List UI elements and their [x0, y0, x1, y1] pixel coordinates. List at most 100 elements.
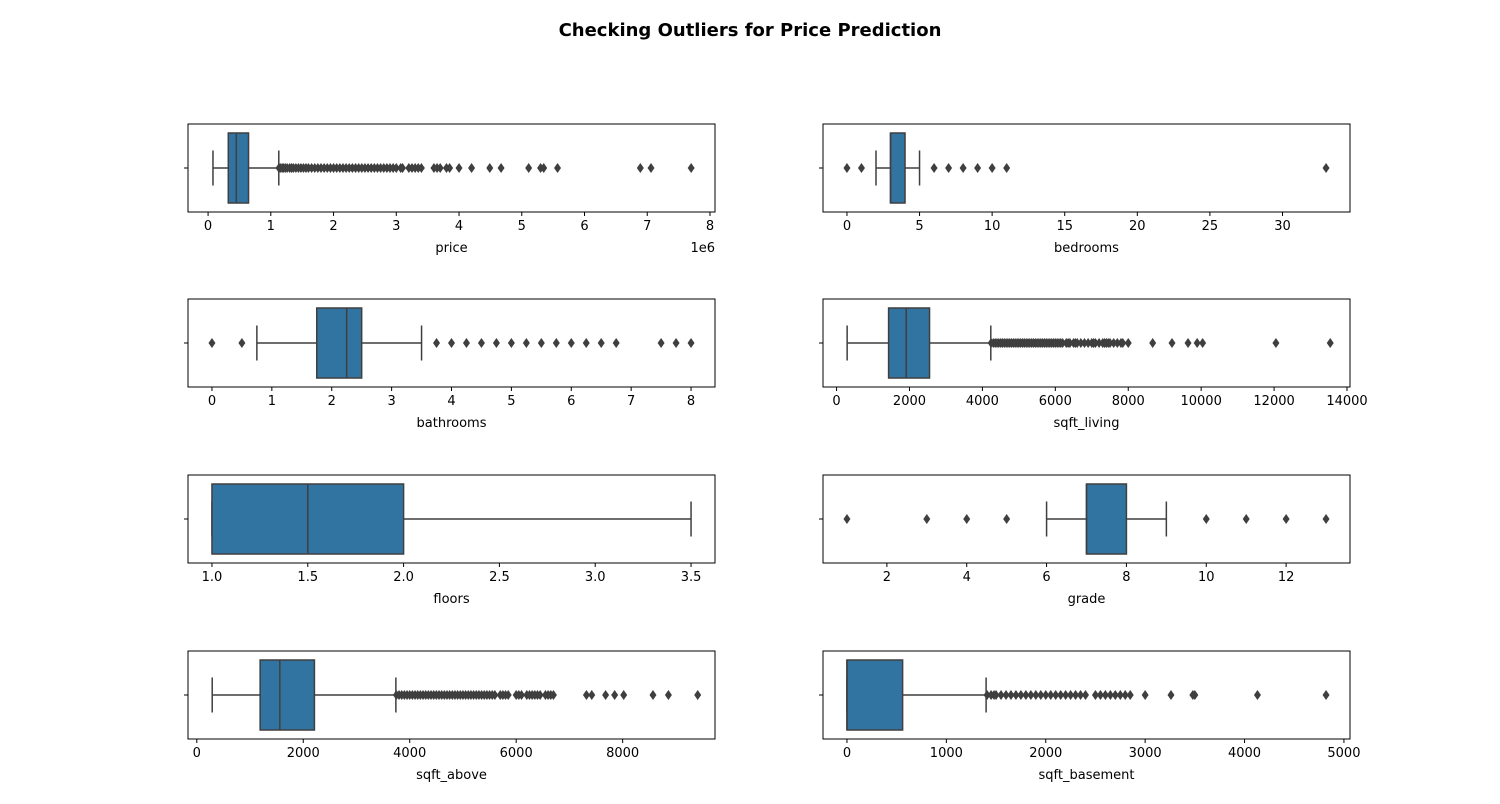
x-tick-label: 8	[687, 394, 695, 409]
iqr-box	[259, 659, 316, 731]
outlier-point	[959, 163, 967, 173]
outlier-point	[486, 163, 494, 173]
x-tick-label: 1.5	[297, 570, 318, 585]
outlier-point	[540, 163, 548, 173]
outlier-point	[1184, 338, 1192, 348]
axis-offset-label: 1e6	[690, 241, 715, 256]
outlier-point	[664, 690, 672, 700]
axes-frame	[187, 650, 716, 740]
outlier-point	[988, 163, 996, 173]
outlier-point	[1067, 690, 1075, 700]
outlier-point	[1111, 690, 1119, 700]
outlier-point	[1077, 690, 1085, 700]
x-tick-label: 5	[915, 219, 923, 234]
x-tick-label: 8000	[1112, 394, 1145, 409]
outlier-point	[1121, 690, 1129, 700]
x-axis-label: sqft_above	[416, 768, 487, 783]
outlier-point	[1101, 690, 1109, 700]
outlier-point	[1073, 338, 1081, 348]
outlier-point	[1002, 690, 1010, 700]
outlier-point	[636, 163, 644, 173]
x-axis-label: grade	[1068, 592, 1106, 607]
outlier-point	[602, 690, 610, 700]
outlier-point	[1066, 338, 1074, 348]
outlier-point	[552, 338, 560, 348]
x-tick-label: 4000	[966, 394, 999, 409]
x-tick-label: 2000	[287, 746, 320, 761]
outlier-point	[1047, 690, 1055, 700]
outlier-point	[1116, 690, 1124, 700]
iqr-box	[1085, 483, 1128, 555]
x-tick-label: 0	[193, 746, 201, 761]
axes-frame	[822, 298, 1351, 388]
boxplot-sqft-basement: 0 1000 2000 3000 4000 5000 sqft_basement	[819, 650, 1360, 783]
boxplot-sqft-above: 0 2000 4000 6000 8000 sqft_above	[184, 650, 716, 783]
x-tick-label: 6000	[500, 746, 533, 761]
outlier-point	[1149, 338, 1157, 348]
x-tick-label: 1.0	[202, 570, 223, 585]
outlier-point	[1091, 690, 1099, 700]
boxplot-grade: 2 4 6 8 10 12 grade	[819, 474, 1351, 607]
outlier-point	[1082, 690, 1090, 700]
figure-title: Checking Outliers for Price Prediction	[559, 20, 942, 41]
outlier-point	[1106, 338, 1114, 348]
iqr-box	[316, 307, 363, 379]
outlier-point	[1062, 690, 1070, 700]
outlier-point	[525, 163, 533, 173]
x-tick-label: 5000	[1327, 746, 1360, 761]
x-tick-label: 2000	[1029, 746, 1062, 761]
x-tick-label: 2	[883, 570, 891, 585]
boxplot-bedrooms: 0 5 10 15 20 25 30 bedrooms	[819, 123, 1351, 256]
iqr-box	[889, 132, 906, 204]
outlier-point	[1141, 690, 1149, 700]
x-tick-label: 0	[204, 219, 212, 234]
outlier-point	[1032, 690, 1040, 700]
outlier-point	[1017, 690, 1025, 700]
outlier-point	[1282, 514, 1290, 524]
outlier-point	[1322, 163, 1330, 173]
outlier-point	[1022, 690, 1030, 700]
outlier-point	[1037, 690, 1045, 700]
outlier-point	[1202, 514, 1210, 524]
x-tick-label: 7	[627, 394, 635, 409]
outlier-point	[620, 690, 628, 700]
x-tick-label: 4	[963, 570, 971, 585]
x-tick-label: 10	[984, 219, 1001, 234]
outlier-point	[1042, 690, 1050, 700]
iqr-box	[227, 132, 250, 204]
iqr-box	[887, 307, 931, 379]
x-tick-label: 10	[1198, 570, 1215, 585]
outlier-point	[522, 338, 530, 348]
x-tick-label: 2000	[893, 394, 926, 409]
x-tick-label: 6	[567, 394, 575, 409]
outlier-point	[1096, 690, 1104, 700]
outlier-point	[455, 163, 463, 173]
outlier-point	[1059, 338, 1067, 348]
x-tick-label: 14000	[1326, 394, 1367, 409]
axes-frame	[822, 123, 1351, 213]
outlier-point	[930, 163, 938, 173]
outlier-point	[504, 690, 512, 700]
outlier-point	[1106, 690, 1114, 700]
x-tick-label: 3	[387, 394, 395, 409]
outlier-point	[417, 163, 425, 173]
x-tick-label: 3000	[1129, 746, 1162, 761]
outlier-point	[392, 163, 400, 173]
x-tick-label: 2	[328, 394, 336, 409]
outlier-point	[491, 690, 499, 700]
outlier-point	[997, 690, 1005, 700]
outlier-point	[647, 163, 655, 173]
outlier-point	[492, 338, 500, 348]
outlier-point	[549, 690, 557, 700]
x-tick-label: 8	[1122, 570, 1130, 585]
x-axis-label: bedrooms	[1054, 241, 1119, 256]
x-tick-label: 25	[1202, 219, 1219, 234]
outlier-point	[843, 163, 851, 173]
x-tick-label: 0	[208, 394, 216, 409]
outlier-point	[1084, 338, 1092, 348]
outlier-point	[983, 690, 991, 700]
x-tick-label: 1000	[930, 746, 963, 761]
x-tick-label: 0	[843, 219, 851, 234]
x-tick-label: 2	[329, 219, 337, 234]
